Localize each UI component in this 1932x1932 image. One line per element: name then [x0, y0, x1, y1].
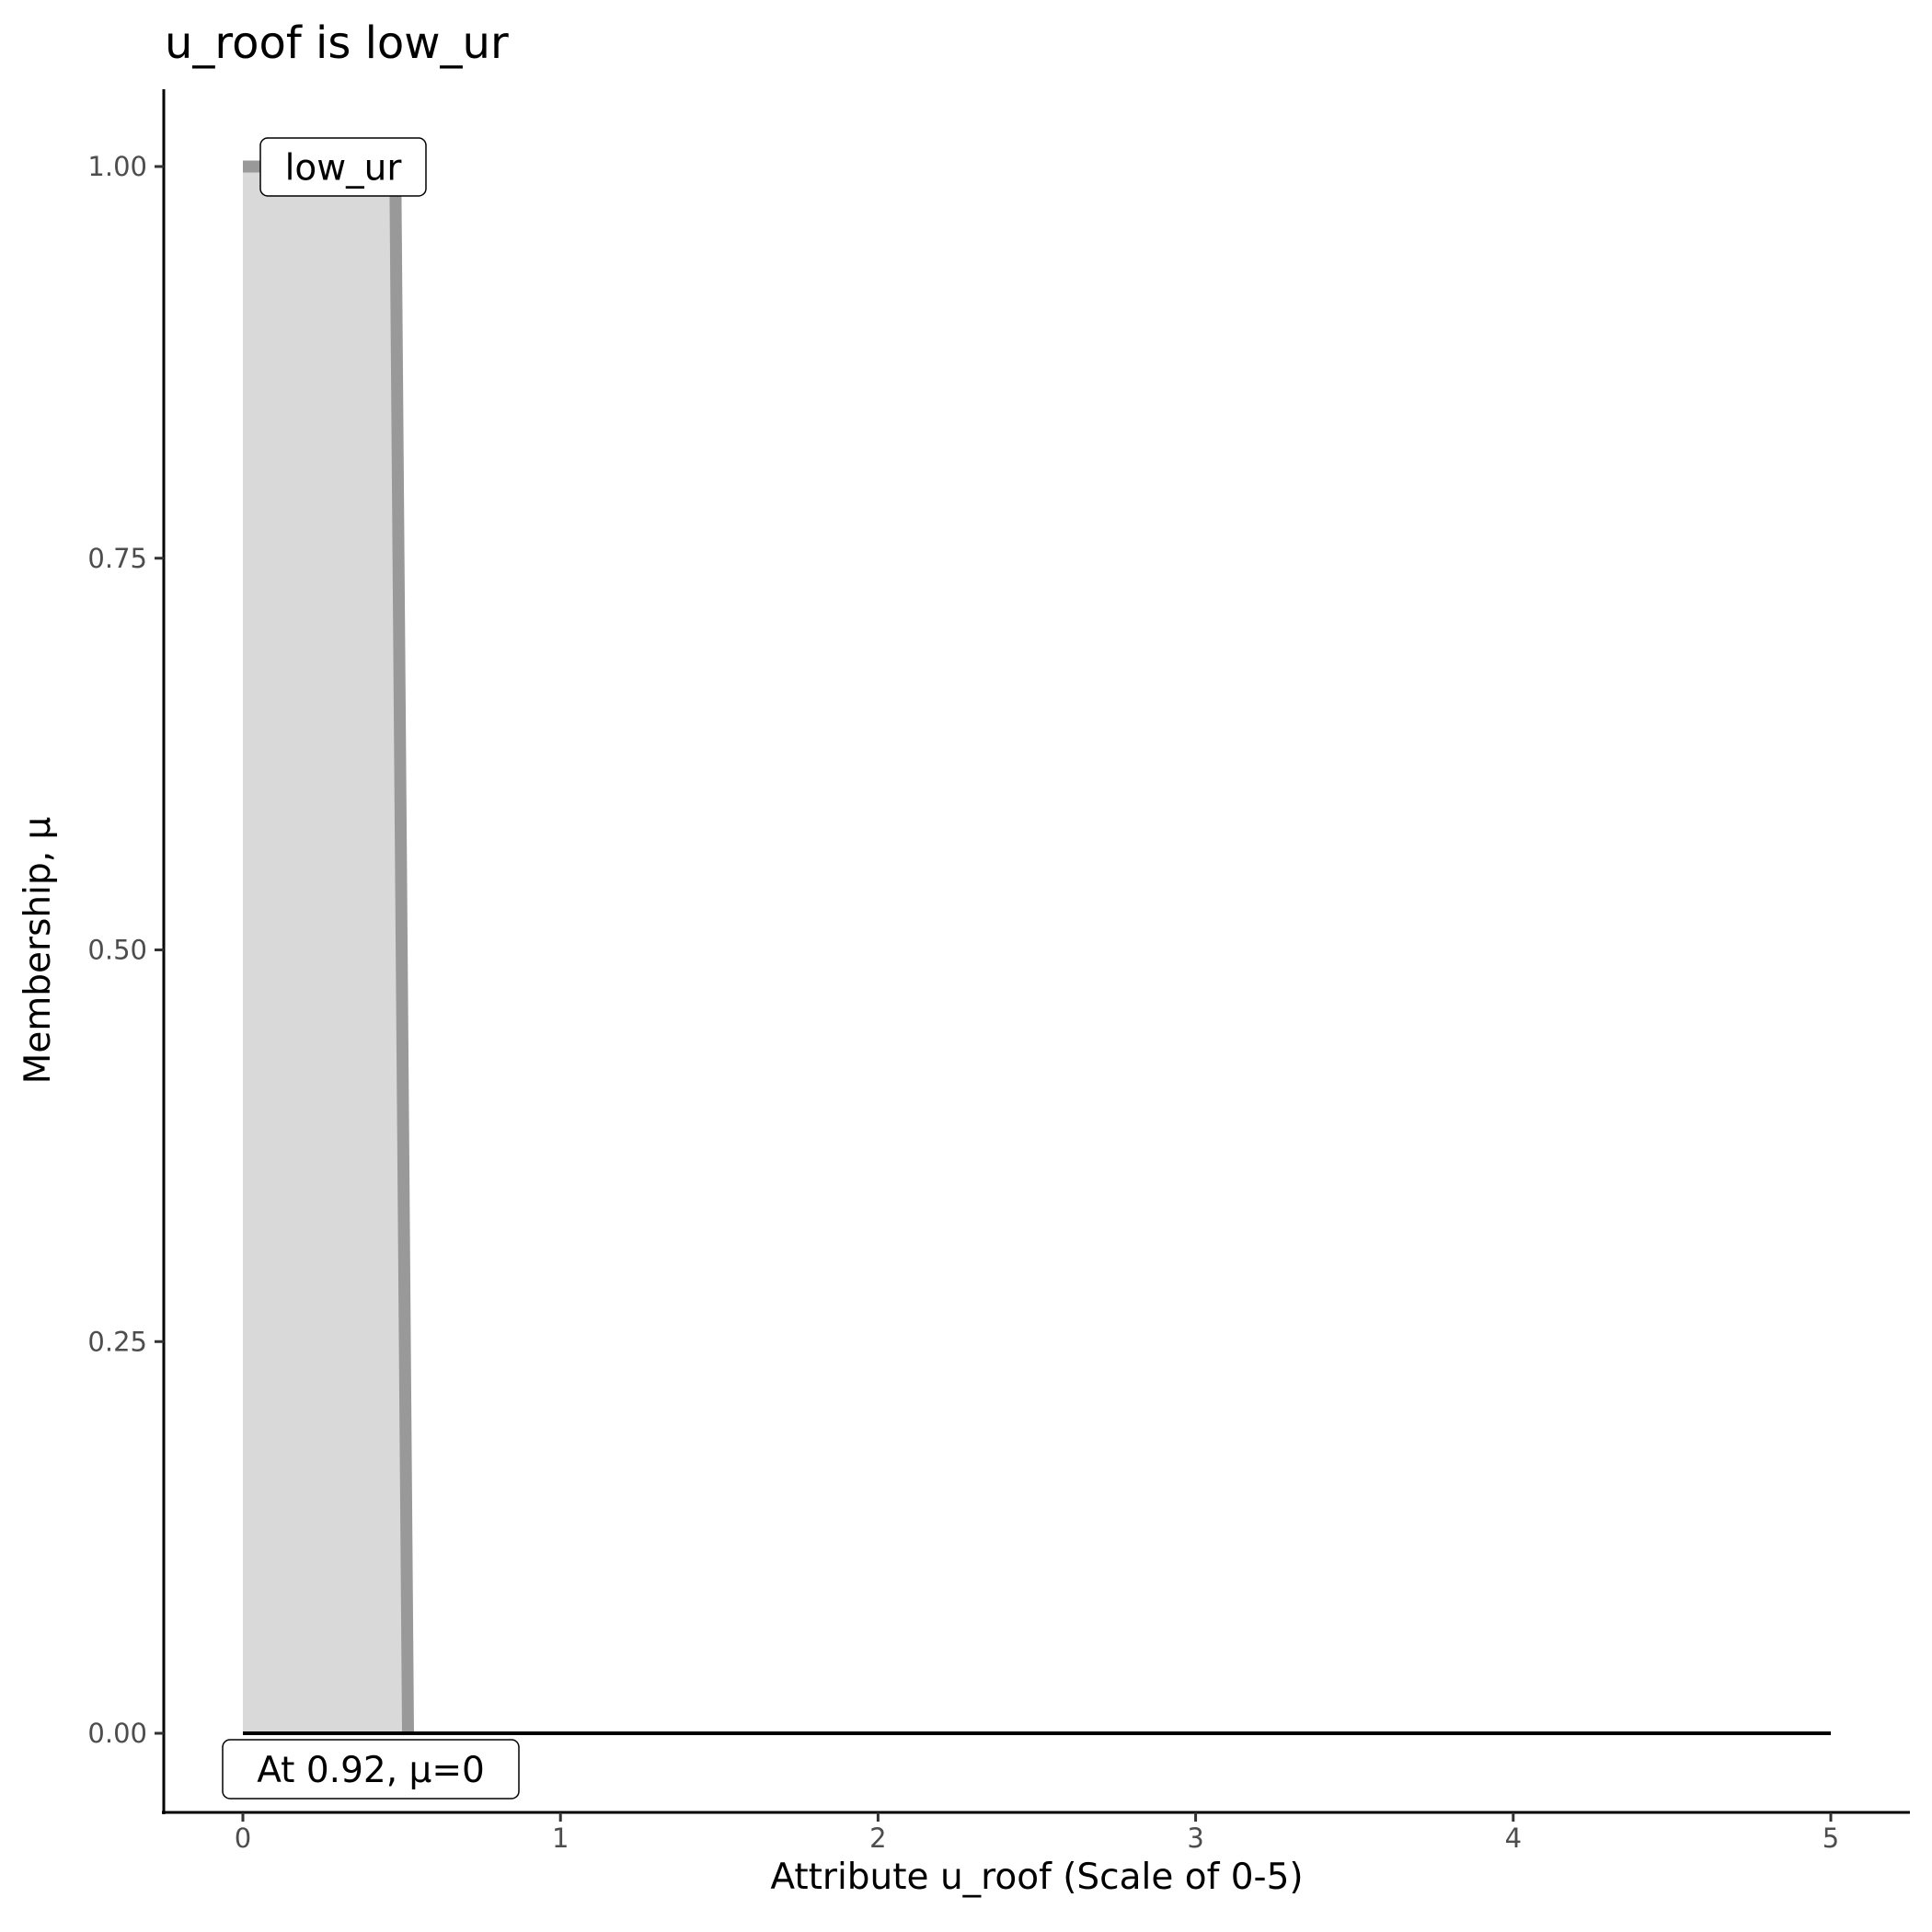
x-tick-label: 3	[1187, 1823, 1203, 1854]
x-tick-label: 4	[1505, 1823, 1522, 1854]
x-tick-label: 5	[1823, 1823, 1839, 1854]
y-tick-label: 1.00	[87, 151, 147, 182]
annotation-box	[222, 1739, 520, 1800]
x-tick-label: 1	[552, 1823, 569, 1854]
annotation-label: low_ur	[285, 148, 403, 190]
y-tick-label: 0.25	[87, 1326, 147, 1357]
y-tick-label: 0.50	[87, 935, 147, 966]
annotation-label: At 0.92, μ=0	[257, 1750, 485, 1791]
x-tick-label: 2	[869, 1823, 886, 1854]
y-tick-label: 0.75	[87, 543, 147, 574]
y-axis-title: Membership, μ	[17, 817, 59, 1085]
x-axis-title: Attribute u_roof (Scale of 0-5)	[770, 1857, 1303, 1898]
y-tick-label: 0.00	[87, 1718, 147, 1749]
membership-area-0	[243, 167, 408, 1733]
chart-title: u_roof is low_ur	[165, 17, 509, 69]
annotation-box	[259, 137, 427, 197]
x-tick-label: 0	[235, 1823, 251, 1854]
